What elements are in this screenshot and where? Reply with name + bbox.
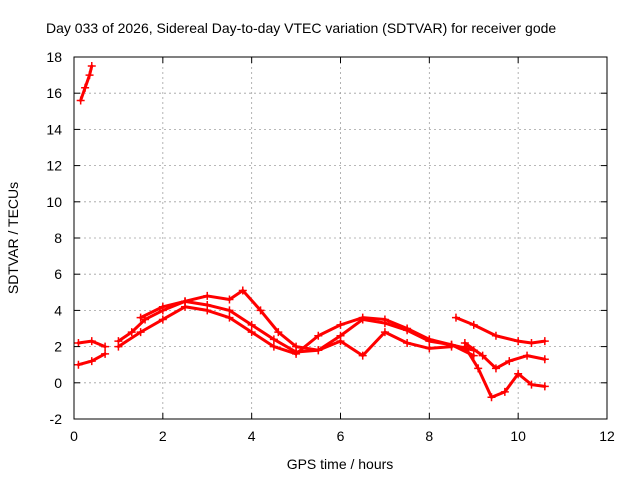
data-point [225, 306, 234, 315]
data-point [203, 300, 212, 309]
data-point [269, 335, 278, 344]
data-point [203, 291, 212, 300]
x-tick-label: 6 [337, 428, 345, 444]
data-point [474, 364, 483, 373]
data-point [74, 338, 83, 347]
series-track-b [74, 349, 110, 369]
data-point [514, 337, 523, 346]
series-track-c [76, 62, 96, 105]
series-track-f [136, 297, 456, 360]
series-track-a [74, 337, 110, 351]
x-tick-label: 12 [599, 428, 615, 444]
series-track-g [451, 313, 549, 347]
x-tick-label: 10 [510, 428, 526, 444]
y-tick-label: 12 [46, 158, 62, 174]
data-point [478, 351, 487, 360]
data-point [491, 364, 500, 373]
y-axis: -2 0 2 4 6 8 10 12 14 16 18 [46, 49, 607, 427]
data-point [451, 313, 460, 322]
data-point [527, 338, 536, 347]
data-point [487, 393, 496, 402]
grid [74, 57, 607, 419]
data-point [114, 342, 123, 351]
data-point [403, 324, 412, 333]
data-point [460, 342, 469, 351]
data-point [136, 328, 145, 337]
data-point [238, 286, 247, 295]
y-tick-label: 2 [54, 339, 62, 355]
y-tick-label: -2 [50, 411, 63, 427]
data-point [274, 328, 283, 337]
x-tick-label: 4 [248, 428, 256, 444]
chart-title: Day 033 of 2026, Sidereal Day-to-day VTE… [46, 20, 556, 36]
data-point [523, 351, 532, 360]
data-point [101, 349, 110, 358]
x-tick-label: 8 [425, 428, 433, 444]
y-tick-label: 4 [54, 302, 62, 318]
data-point [358, 351, 367, 360]
series-track-i [460, 342, 549, 402]
data-point [87, 357, 96, 366]
data-point [85, 71, 94, 80]
x-axis-title: GPS time / hours [287, 456, 394, 472]
series-line [79, 64, 94, 102]
data-point [425, 344, 434, 353]
y-tick-label: 0 [54, 375, 62, 391]
data-point [314, 346, 323, 355]
data-point [336, 320, 345, 329]
y-tick-label: 14 [46, 121, 62, 137]
series-track-d [114, 286, 478, 355]
data-point [447, 342, 456, 351]
x-tick-label: 2 [159, 428, 167, 444]
data-point [181, 297, 190, 306]
data-point [500, 387, 509, 396]
data-point [127, 328, 136, 337]
data-point [380, 315, 389, 324]
data-point [158, 302, 167, 311]
y-tick-label: 18 [46, 49, 62, 65]
y-tick-label: 6 [54, 266, 62, 282]
data-point [336, 337, 345, 346]
y-tick-label: 8 [54, 230, 62, 246]
data-point [292, 348, 301, 357]
data-point [358, 313, 367, 322]
x-axis: 0 2 4 6 8 10 12 [70, 57, 615, 444]
data-point [247, 328, 256, 337]
data-point [76, 96, 85, 105]
data-point [527, 380, 536, 389]
data-point [225, 313, 234, 322]
data-point [469, 320, 478, 329]
data-point [540, 337, 549, 346]
data-point [403, 338, 412, 347]
y-axis-title: SDTVAR / TECUs [5, 182, 21, 294]
data-point [314, 331, 323, 340]
series-layer [74, 62, 549, 402]
data-point [269, 342, 278, 351]
data-point [87, 337, 96, 346]
data-point [491, 331, 500, 340]
data-point [256, 306, 265, 315]
data-point [136, 313, 145, 322]
x-tick-label: 0 [70, 428, 78, 444]
data-point [158, 315, 167, 324]
series-line [116, 288, 476, 352]
data-point [380, 328, 389, 337]
data-point [514, 369, 523, 378]
data-point [74, 360, 83, 369]
data-point [540, 355, 549, 364]
y-tick-label: 10 [46, 194, 62, 210]
y-tick-label: 16 [46, 85, 62, 101]
data-point [81, 83, 90, 92]
data-point [247, 320, 256, 329]
data-point [87, 62, 96, 71]
data-point [505, 357, 514, 366]
data-point [101, 342, 110, 351]
data-point [425, 335, 434, 344]
data-point [540, 382, 549, 391]
data-point [225, 295, 234, 304]
